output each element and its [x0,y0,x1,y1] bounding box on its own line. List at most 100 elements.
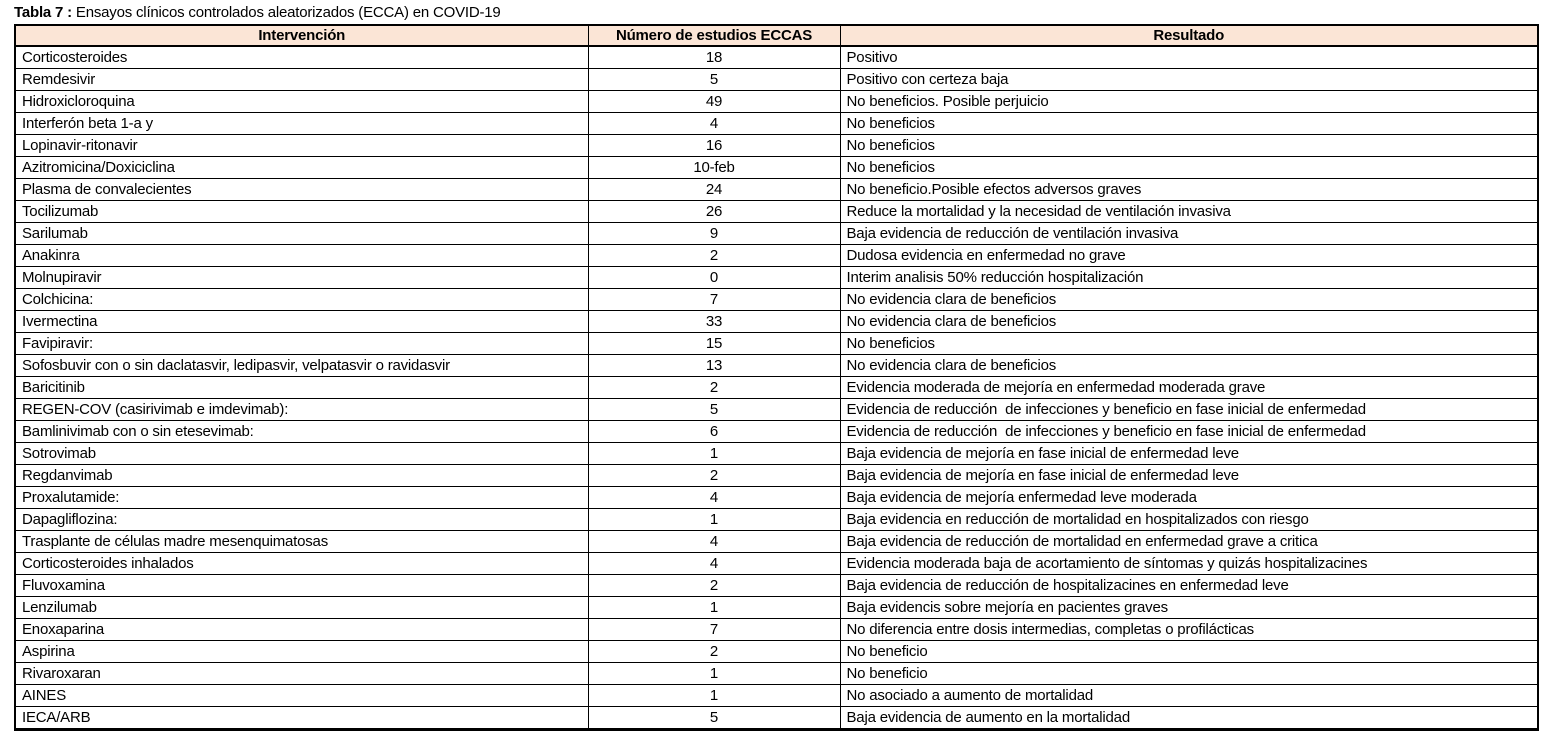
cell-resultado: Baja evidencia en reducción de mortalida… [839,508,1539,531]
cell-intervencion: Sofosbuvir con o sin daclatasvir, ledipa… [14,354,589,377]
cell-resultado: No beneficios [839,134,1539,157]
cell-numero-estudios: 2 [587,574,841,597]
table-row: Sofosbuvir con o sin daclatasvir, ledipa… [14,354,1539,377]
table-body: Corticosteroides 18 Positivo Remdesivir 5 Pos… [14,45,1539,730]
header-row: Intervención Número de estudios ECCAS Re… [14,24,1539,47]
cell-intervencion: Lenzilumab [14,596,589,619]
cell-resultado: Evidencia de reducción de infecciones y … [839,398,1539,421]
cell-resultado: No beneficio [839,662,1539,685]
cell-intervencion: Corticosteroides inhalados [14,552,589,575]
table-row: Fluvoxamina 2 Baja evidencia de reducción … [14,574,1539,597]
cell-numero-estudios: 4 [587,552,841,575]
table-row: Corticosteroides 18 Positivo [14,45,1539,69]
table-row: Bamlinivimab con o sin etesevimab: 6 Evide… [14,420,1539,443]
cell-resultado: Baja evidencia de reducción de mortalida… [839,530,1539,553]
cell-intervencion: Rivaroxaran [14,662,589,685]
cell-resultado: Baja evidencia de mejoría en fase inicia… [839,464,1539,487]
cell-numero-estudios: 5 [587,706,841,730]
cell-intervencion: Sarilumab [14,222,589,245]
cell-intervencion: Interferón beta 1-a y [14,112,589,135]
cell-intervencion: Fluvoxamina [14,574,589,597]
cell-numero-estudios: 5 [587,398,841,421]
cell-intervencion: Regdanvimab [14,464,589,487]
cell-resultado: Dudosa evidencia en enfermedad no grave [839,244,1539,267]
cell-resultado: No beneficios. Posible perjuicio [839,90,1539,113]
table-row: Sarilumab 9 Baja evidencia de reducción de… [14,222,1539,245]
cell-intervencion: Baricitinib [14,376,589,399]
cell-intervencion: Plasma de convalecientes [14,178,589,201]
table-caption-text: Ensayos clínicos controlados aleatorizad… [75,4,501,21]
header-numero-estudios: Número de estudios ECCAS [587,24,841,47]
cell-numero-estudios: 0 [587,266,841,289]
cell-resultado: No beneficio.Posible efectos adversos gr… [839,178,1539,201]
cell-intervencion: Ivermectina [14,310,589,333]
cell-resultado: Evidencia moderada de mejoría en enferme… [839,376,1539,399]
cell-intervencion: Bamlinivimab con o sin etesevimab: [14,420,589,443]
cell-intervencion: Hidroxicloroquina [14,90,589,113]
cell-resultado: No beneficios [839,156,1539,179]
table-row: Dapagliflozina: 1 Baja evidencia en reducc… [14,508,1539,531]
cell-resultado: Baja evidencia de mejoría en fase inicia… [839,442,1539,465]
cell-intervencion: Tocilizumab [14,200,589,223]
cell-numero-estudios: 4 [587,112,841,135]
cell-resultado: No evidencia clara de beneficios [839,310,1539,333]
header-intervencion: Intervención [14,24,589,47]
cell-numero-estudios: 1 [587,596,841,619]
table-row: Baricitinib 2 Evidencia moderada de mejorí… [14,376,1539,399]
cell-numero-estudios: 1 [587,508,841,531]
cell-intervencion: Anakinra [14,244,589,267]
table-row: Sotrovimab 1 Baja evidencia de mejoría en … [14,442,1539,465]
cell-resultado: Baja evidencia de aumento en la mortalid… [839,706,1539,730]
cell-numero-estudios: 4 [587,530,841,553]
cell-numero-estudios: 10-feb [587,156,841,179]
cell-numero-estudios: 5 [587,68,841,91]
cell-resultado: Baja evidencis sobre mejoría en paciente… [839,596,1539,619]
cell-intervencion: Molnupiravir [14,266,589,289]
cell-numero-estudios: 24 [587,178,841,201]
cell-resultado: Evidencia moderada baja de acortamiento … [839,552,1539,575]
cell-numero-estudios: 2 [587,640,841,663]
cell-numero-estudios: 1 [587,442,841,465]
table-row: Plasma de convalecientes 24 No beneficio.P… [14,178,1539,201]
cell-intervencion: Sotrovimab [14,442,589,465]
cell-resultado: No beneficios [839,332,1539,355]
cell-intervencion: Remdesivir [14,68,589,91]
cell-numero-estudios: 2 [587,244,841,267]
table-row: Remdesivir 5 Positivo con certeza baja [14,68,1539,91]
clinical-trials-table: Intervención Número de estudios ECCAS Re… [14,24,1539,731]
cell-intervencion: Colchicina: [14,288,589,311]
cell-numero-estudios: 16 [587,134,841,157]
table-row: Favipiravir: 15 No beneficios [14,332,1539,355]
table-row: Regdanvimab 2 Baja evidencia de mejoría en… [14,464,1539,487]
cell-numero-estudios: 2 [587,376,841,399]
table-row: Trasplante de células madre mesenquimato… [14,530,1539,553]
cell-intervencion: Dapagliflozina: [14,508,589,531]
table-row: Azitromicina/Doxiciclina 10-feb No benefic… [14,156,1539,179]
cell-numero-estudios: 13 [587,354,841,377]
cell-resultado: Positivo con certeza baja [839,68,1539,91]
table-caption-label: Tabla 7 : [14,4,76,21]
cell-numero-estudios: 9 [587,222,841,245]
cell-resultado: No asociado a aumento de mortalidad [839,684,1539,707]
cell-resultado: Baja evidencia de reducción de ventilaci… [839,222,1539,245]
cell-intervencion: Corticosteroides [14,45,589,69]
cell-resultado: Evidencia de reducción de infecciones y … [839,420,1539,443]
table-row: Ivermectina 33 No evidencia clara de benef… [14,310,1539,333]
table-row: Aspirina 2 No beneficio [14,640,1539,663]
table-row: Molnupiravir 0 Interim analisis 50% reducc… [14,266,1539,289]
cell-resultado: Baja evidencia de mejoría enfermedad lev… [839,486,1539,509]
cell-resultado: Reduce la mortalidad y la necesidad de v… [839,200,1539,223]
cell-numero-estudios: 1 [587,684,841,707]
cell-intervencion: Azitromicina/Doxiciclina [14,156,589,179]
cell-intervencion: AINES [14,684,589,707]
cell-numero-estudios: 49 [587,90,841,113]
cell-intervencion: Proxalutamide: [14,486,589,509]
cell-numero-estudios: 15 [587,332,841,355]
cell-resultado: No evidencia clara de beneficios [839,288,1539,311]
cell-numero-estudios: 4 [587,486,841,509]
table-row: Lopinavir-ritonavir 16 No beneficios [14,134,1539,157]
cell-intervencion: Favipiravir: [14,332,589,355]
cell-intervencion: REGEN-COV (casirivimab e imdevimab): [14,398,589,421]
cell-intervencion: Aspirina [14,640,589,663]
